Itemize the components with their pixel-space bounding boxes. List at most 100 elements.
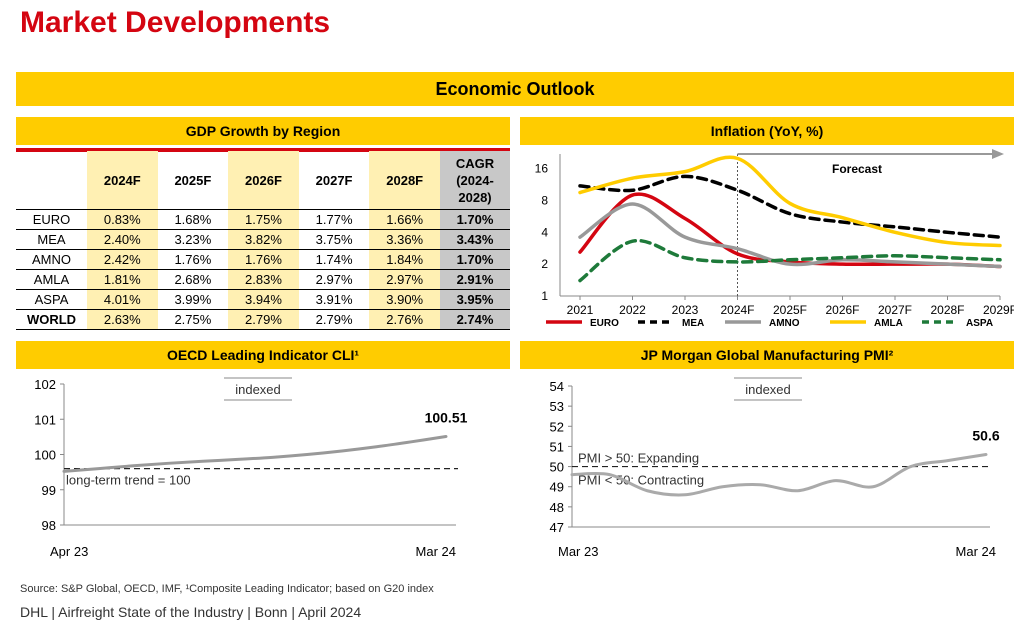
reference-label-below: PMI < 50: Contracting bbox=[578, 473, 704, 488]
table-cell: 4.01% bbox=[87, 289, 158, 310]
table-cell: 1.68% bbox=[157, 209, 229, 230]
y-tick-label: 99 bbox=[42, 483, 56, 498]
inflation-chart-title: Inflation (YoY, %) bbox=[520, 117, 1014, 145]
x-tick-label: 2027F bbox=[878, 303, 912, 317]
table-row: MEA 2.40% 3.23% 3.82% 3.75% 3.36% 3.43% bbox=[16, 229, 510, 250]
table-header-row: 2024F 2025F 2026F 2027F 2028F CAGR (2024… bbox=[16, 151, 510, 210]
series-line-mea bbox=[578, 174, 1002, 239]
y-tick-label: 98 bbox=[42, 518, 56, 533]
table-cell: 2.83% bbox=[228, 269, 299, 290]
end-value-label: 50.6 bbox=[972, 427, 999, 443]
page-title: Market Developments bbox=[20, 6, 331, 39]
legend-label-amla: AMLA bbox=[874, 318, 903, 329]
table-row: ASPA 4.01% 3.99% 3.94% 3.91% 3.90% 3.95% bbox=[16, 289, 510, 310]
table-cell: 2.79% bbox=[298, 309, 370, 330]
legend-label-mea: MEA bbox=[682, 318, 704, 329]
x-end-label: Mar 24 bbox=[956, 544, 996, 559]
legend-label-euro: EURO bbox=[590, 318, 619, 329]
x-tick-label: 2022 bbox=[619, 303, 646, 317]
x-tick-label: 2024F bbox=[720, 303, 754, 317]
table-cell: 3.91% bbox=[298, 289, 370, 310]
table-cell: 3.94% bbox=[228, 289, 299, 310]
y-tick-label: 2 bbox=[541, 257, 548, 271]
table-corner bbox=[16, 151, 87, 210]
col-header: 2028F bbox=[369, 151, 440, 210]
x-tick-label: 2023 bbox=[672, 303, 699, 317]
table-cell-cagr: 1.70% bbox=[440, 209, 510, 230]
y-tick-label: 16 bbox=[535, 162, 549, 176]
series-line-pmi bbox=[570, 452, 988, 497]
table-row: EURO 0.83% 1.68% 1.75% 1.77% 1.66% 1.70% bbox=[16, 209, 510, 230]
x-tick-label: 2025F bbox=[773, 303, 807, 317]
table-cell: 2.63% bbox=[87, 309, 158, 330]
table-cell-cagr: 1.70% bbox=[440, 249, 510, 270]
table-cell: 1.84% bbox=[369, 249, 440, 270]
pmi-chart-title: JP Morgan Global Manufacturing PMI² bbox=[520, 341, 1014, 369]
gdp-growth-table: 2024F 2025F 2026F 2027F 2028F CAGR (2024… bbox=[16, 151, 510, 330]
row-label: MEA bbox=[16, 229, 87, 250]
table-cell-cagr: 2.91% bbox=[440, 269, 510, 290]
x-tick-label: 2028F bbox=[930, 303, 964, 317]
col-header: 2027F bbox=[298, 151, 370, 210]
table-row-world: WORLD 2.63% 2.75% 2.79% 2.79% 2.76% 2.74… bbox=[16, 309, 510, 330]
forecast-arrow-head bbox=[992, 149, 1004, 159]
table-cell: 2.97% bbox=[298, 269, 370, 290]
source-footnote: Source: S&P Global, OECD, IMF, ¹Composit… bbox=[20, 583, 434, 595]
row-label: AMNO bbox=[16, 249, 87, 270]
end-value-label: 100.51 bbox=[425, 410, 468, 426]
series-line-amno bbox=[578, 202, 1002, 269]
x-start-label: Apr 23 bbox=[50, 544, 88, 559]
legend-label-aspa: ASPA bbox=[966, 318, 993, 329]
x-end-label: Mar 24 bbox=[416, 544, 456, 559]
row-label: WORLD bbox=[16, 309, 87, 330]
table-row: AMNO 2.42% 1.76% 1.76% 1.74% 1.84% 1.70% bbox=[16, 249, 510, 270]
y-tick-label: 4 bbox=[541, 225, 548, 239]
y-tick-label: 101 bbox=[34, 412, 56, 427]
table-cell-cagr: 3.95% bbox=[440, 289, 510, 310]
table-cell: 1.66% bbox=[369, 209, 440, 230]
table-cell: 3.36% bbox=[369, 229, 440, 250]
pmi-chart: 47 48 49 50 51 52 53 54 indexed PMI > 50: Expandi… bbox=[550, 377, 1000, 559]
y-tick-label: 49 bbox=[550, 480, 564, 495]
indexed-tag: indexed bbox=[745, 382, 791, 397]
series-line-cli bbox=[62, 435, 448, 473]
table-cell: 3.82% bbox=[228, 229, 299, 250]
table-cell: 1.76% bbox=[228, 249, 299, 270]
y-tick-label: 51 bbox=[550, 439, 564, 454]
y-tick-label: 47 bbox=[550, 520, 564, 535]
table-cell: 3.99% bbox=[157, 289, 229, 310]
row-label: EURO bbox=[16, 209, 87, 230]
table-cell: 2.42% bbox=[87, 249, 158, 270]
table-cell: 2.40% bbox=[87, 229, 158, 250]
table-cell: 2.76% bbox=[369, 309, 440, 330]
table-cell: 1.81% bbox=[87, 269, 158, 290]
table-row: AMLA 1.81% 2.68% 2.83% 2.97% 2.97% 2.91% bbox=[16, 269, 510, 290]
y-tick-label: 54 bbox=[550, 379, 564, 394]
reference-label: long-term trend = 100 bbox=[66, 473, 191, 488]
x-tick-label: 2021 bbox=[567, 303, 594, 317]
reference-label-above: PMI > 50: Expanding bbox=[578, 451, 699, 466]
y-tick-label: 1 bbox=[541, 289, 548, 303]
row-label: ASPA bbox=[16, 289, 87, 310]
table-cell: 3.23% bbox=[157, 229, 229, 250]
table-red-rule bbox=[16, 148, 510, 152]
table-cell: 2.79% bbox=[228, 309, 299, 330]
y-tick-label: 50 bbox=[550, 460, 564, 475]
table-cell: 3.90% bbox=[369, 289, 440, 310]
oecd-cli-chart: 98 99 100 101 102 indexed long-term trend = 10… bbox=[34, 377, 468, 559]
y-tick-label: 52 bbox=[550, 419, 564, 434]
table-cell-cagr: 3.43% bbox=[440, 229, 510, 250]
indexed-tag: indexed bbox=[235, 382, 281, 397]
y-tick-label: 100 bbox=[34, 448, 56, 463]
table-cell-cagr: 2.74% bbox=[440, 309, 510, 330]
table-cell: 1.76% bbox=[157, 249, 229, 270]
table-cell: 1.77% bbox=[298, 209, 370, 230]
col-header-cagr: CAGR (2024-2028) bbox=[440, 151, 510, 210]
y-tick-label: 8 bbox=[541, 193, 548, 207]
x-start-label: Mar 23 bbox=[558, 544, 598, 559]
x-tick-label: 2029F bbox=[983, 303, 1014, 317]
table-cell: 2.75% bbox=[157, 309, 229, 330]
row-label: AMLA bbox=[16, 269, 87, 290]
table-cell: 3.75% bbox=[298, 229, 370, 250]
table-cell: 1.75% bbox=[228, 209, 299, 230]
